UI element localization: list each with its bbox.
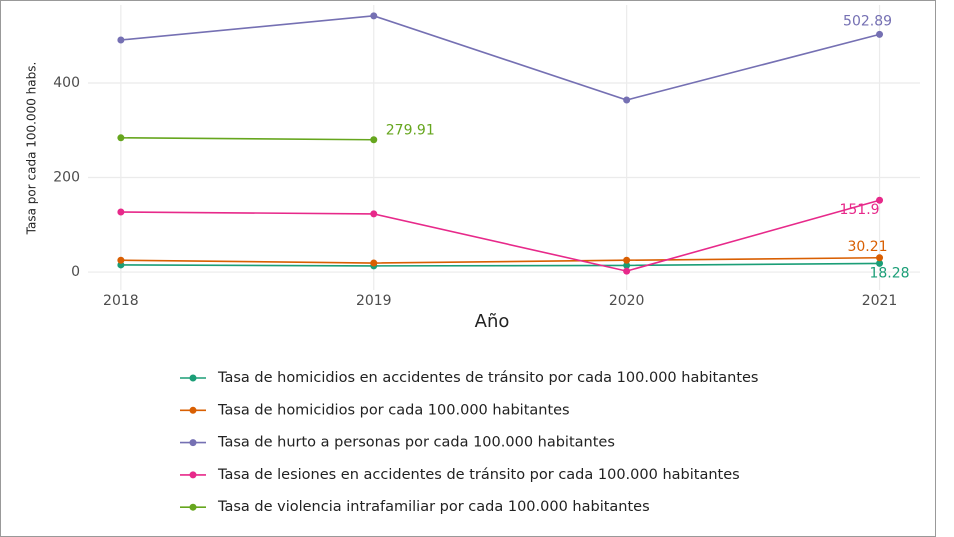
x-tick-label: 2020: [609, 293, 645, 309]
data-label: 151.9: [839, 202, 879, 218]
legend-dot: [189, 439, 197, 447]
series-line: [120, 256, 880, 264]
y-tick-label: 0: [71, 264, 80, 280]
x-tick-label: 2019: [356, 293, 392, 309]
y-tick-label: 400: [53, 75, 80, 91]
data-point: [623, 96, 631, 104]
legend-label: Tasa de lesiones en accidentes de tránsi…: [217, 467, 740, 483]
y-axis-label: Tasa por cada 100.000 habs.: [25, 62, 39, 236]
legend-dot: [189, 503, 197, 511]
data-point: [370, 210, 378, 218]
legend-label: Tasa de violencia intrafamiliar por cada…: [217, 499, 650, 515]
data-point: [623, 256, 631, 264]
legend-label: Tasa de hurto a personas por cada 100.00…: [217, 435, 615, 451]
data-point: [876, 254, 884, 262]
data-point: [370, 12, 378, 20]
legend-dot: [189, 374, 197, 382]
legend-label: Tasa de homicidios por cada 100.000 habi…: [217, 402, 570, 418]
series-line: [120, 15, 880, 101]
data-point: [117, 134, 125, 142]
legend-dot: [189, 471, 197, 479]
data-point: [876, 30, 884, 38]
data-point: [876, 259, 884, 267]
x-tick-label: 2021: [862, 293, 898, 309]
y-tick-label: 200: [53, 170, 80, 186]
x-tick-label: 2018: [103, 293, 139, 309]
data-point: [117, 36, 125, 44]
data-label: 18.28: [869, 265, 909, 281]
data-point: [117, 256, 125, 264]
data-label: 30.21: [847, 239, 887, 255]
data-point: [370, 259, 378, 267]
data-label: 502.89: [843, 13, 892, 29]
series-line: [120, 137, 374, 141]
legend-label: Tasa de homicidios en accidentes de trán…: [217, 370, 758, 386]
legend-dot: [189, 406, 197, 414]
series-line: [120, 262, 880, 267]
data-point: [370, 136, 378, 144]
x-axis-label: Año: [475, 311, 510, 332]
data-point: [623, 261, 631, 269]
data-point: [117, 208, 125, 216]
data-point: [623, 267, 631, 275]
series-line: [120, 199, 880, 272]
data-label: 279.91: [386, 123, 435, 139]
data-point: [876, 196, 884, 204]
